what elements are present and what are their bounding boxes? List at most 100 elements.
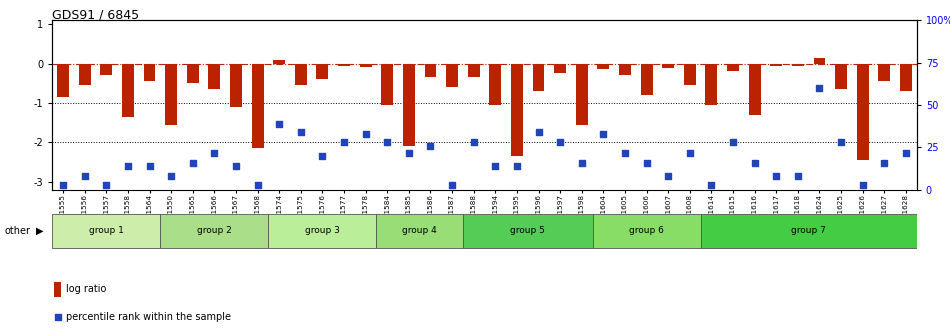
Bar <box>640 64 653 95</box>
Point <box>618 150 633 155</box>
Bar <box>268 214 376 248</box>
Point <box>358 131 373 136</box>
Text: GDS91 / 6845: GDS91 / 6845 <box>52 8 140 22</box>
Point <box>228 163 243 169</box>
Point <box>250 182 265 187</box>
Point <box>272 121 287 126</box>
Bar <box>274 60 285 64</box>
Bar <box>360 64 371 67</box>
Bar <box>598 64 609 70</box>
Bar <box>619 64 631 75</box>
Text: percentile rank within the sample: percentile rank within the sample <box>66 312 231 323</box>
Point <box>704 182 719 187</box>
Bar <box>467 64 480 77</box>
Bar <box>316 64 329 79</box>
Bar <box>143 64 156 81</box>
Point <box>855 182 870 187</box>
Bar <box>463 214 593 248</box>
Bar <box>57 64 69 97</box>
Point <box>509 163 524 169</box>
Bar <box>230 64 242 107</box>
Bar <box>381 64 393 105</box>
Bar <box>376 214 463 248</box>
Bar <box>662 64 674 68</box>
Bar <box>900 64 912 91</box>
Point <box>877 160 892 165</box>
Bar <box>161 214 268 248</box>
Point <box>445 182 460 187</box>
Bar <box>252 64 263 149</box>
Text: other: other <box>5 226 30 236</box>
Bar <box>706 64 717 105</box>
Point <box>596 131 611 136</box>
Point <box>487 163 503 169</box>
Point <box>314 153 330 159</box>
Bar <box>879 64 890 81</box>
Text: group 2: group 2 <box>197 226 232 235</box>
Point <box>163 174 179 179</box>
Point <box>682 150 697 155</box>
Bar <box>403 64 415 146</box>
Point <box>50 315 66 320</box>
Bar <box>101 64 112 75</box>
Point <box>336 140 351 145</box>
Bar <box>770 64 782 66</box>
Point <box>142 163 157 169</box>
Bar <box>122 64 134 117</box>
Bar <box>208 64 220 89</box>
Point <box>466 140 482 145</box>
Point <box>899 150 914 155</box>
Point <box>294 129 309 135</box>
Point <box>77 174 92 179</box>
Bar <box>294 64 307 85</box>
Bar <box>576 64 588 125</box>
Point <box>99 182 114 187</box>
Point <box>726 140 741 145</box>
Bar <box>727 64 739 72</box>
Text: group 5: group 5 <box>510 226 545 235</box>
Text: group 1: group 1 <box>89 226 124 235</box>
Bar <box>338 64 350 66</box>
Point <box>185 160 200 165</box>
Bar <box>813 58 826 64</box>
Point <box>747 160 762 165</box>
Bar <box>554 64 566 74</box>
Bar <box>792 64 804 66</box>
Bar <box>511 64 522 156</box>
Bar <box>79 64 90 85</box>
Bar <box>684 64 695 85</box>
Point <box>531 129 546 135</box>
Bar <box>54 282 61 297</box>
Point <box>790 174 806 179</box>
Point <box>639 160 655 165</box>
Point <box>553 140 568 145</box>
Point <box>660 174 675 179</box>
Text: group 3: group 3 <box>305 226 340 235</box>
Bar <box>446 64 458 87</box>
Bar <box>187 64 199 83</box>
Point <box>769 174 784 179</box>
Bar <box>533 64 544 91</box>
Bar <box>52 214 161 248</box>
Text: group 6: group 6 <box>629 226 664 235</box>
Point <box>833 140 848 145</box>
Point <box>812 85 827 91</box>
Point <box>207 150 222 155</box>
Bar <box>425 64 436 77</box>
Text: group 4: group 4 <box>402 226 437 235</box>
Text: group 7: group 7 <box>791 226 826 235</box>
Bar <box>835 64 847 89</box>
Bar <box>593 214 700 248</box>
Bar <box>700 214 917 248</box>
Text: ▶: ▶ <box>36 226 44 236</box>
Bar <box>165 64 177 125</box>
Point <box>574 160 589 165</box>
Bar <box>749 64 761 115</box>
Bar <box>489 64 502 105</box>
Point <box>401 150 416 155</box>
Point <box>380 140 395 145</box>
Point <box>55 182 70 187</box>
Text: log ratio: log ratio <box>66 285 105 294</box>
Point <box>121 163 136 169</box>
Point <box>423 143 438 149</box>
